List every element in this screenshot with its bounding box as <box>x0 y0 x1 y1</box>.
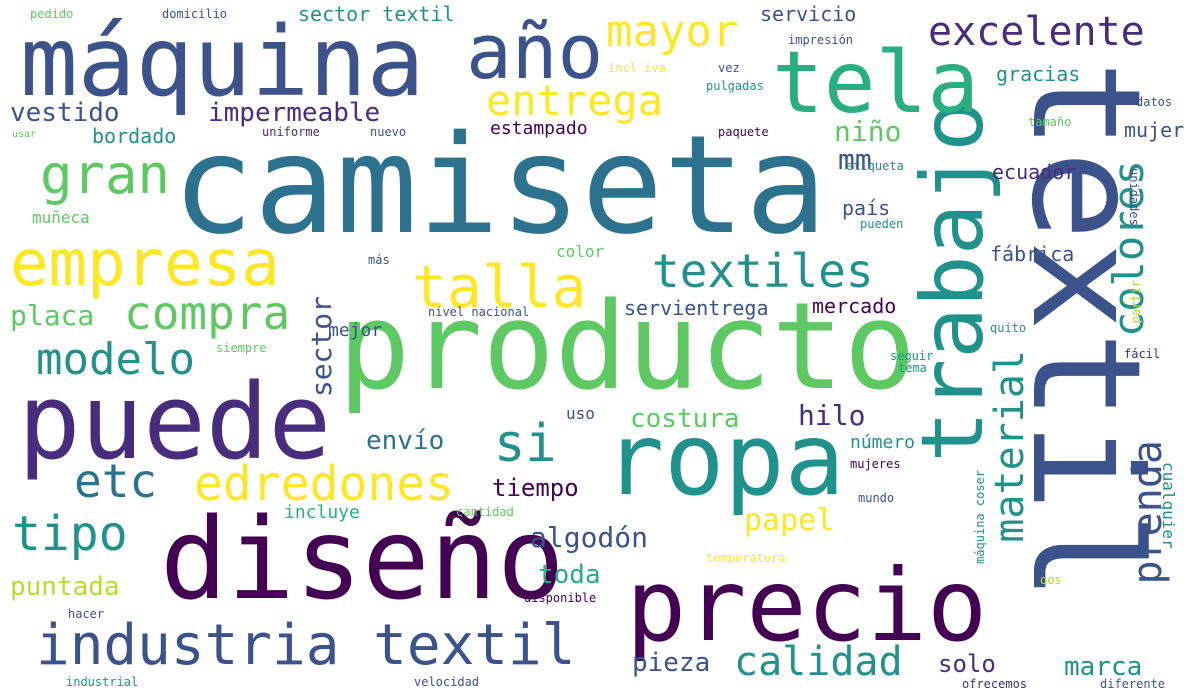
word-ofrecemos: ofrecemos <box>962 677 1028 691</box>
word-gran: gran <box>40 143 171 206</box>
word-toda: toda <box>538 560 601 590</box>
word-trabajo: trabajo <box>903 100 1003 463</box>
word-impermeable: impermeable <box>208 98 381 128</box>
word-color: color <box>556 242 605 261</box>
word-tipo: tipo <box>12 506 128 562</box>
word-datos: datos <box>1136 95 1173 109</box>
word-velocidad: velocidad <box>414 675 480 689</box>
word-incluye: incluye <box>284 502 360 523</box>
word-pieza: pieza <box>632 648 711 678</box>
word-costura: costura <box>630 404 740 434</box>
word-modelo: modelo <box>36 334 195 385</box>
word-servicio: servicio <box>760 2 857 26</box>
word-mujer: mujer <box>1124 118 1185 142</box>
word-etiqueta: etiqueta <box>846 159 904 173</box>
word-excelente: excelente <box>928 9 1145 55</box>
word-pais: país <box>842 196 891 220</box>
word-sector-textil: sector textil <box>298 2 455 26</box>
word-material: material <box>987 350 1033 543</box>
word-siempre: siempre <box>216 341 267 355</box>
word-hilo: hilo <box>798 399 866 432</box>
word-vez: vez <box>718 61 740 75</box>
word-dos: dos <box>1040 573 1062 587</box>
word-si: si <box>494 414 557 474</box>
word-disponible: disponible <box>524 591 597 605</box>
word-partir: partir <box>1129 280 1143 324</box>
word-tamano: tamaño <box>1028 115 1072 129</box>
word-mm: mm <box>838 143 872 176</box>
word-edredones: edredones <box>194 456 455 512</box>
word-camiseta: camiseta <box>172 107 828 265</box>
word-solo: solo <box>938 650 996 678</box>
word-cantidad: cantidad <box>456 505 514 519</box>
word-domicilio: domicilio <box>162 7 228 21</box>
word-nivel-nacional: nivel nacional <box>428 305 530 319</box>
word-paquete: paquete <box>718 125 769 139</box>
word-seguir: seguir <box>890 349 934 363</box>
word-pulgadas: pulgadas <box>706 79 764 93</box>
word-diferente: diferente <box>1100 677 1166 691</box>
word-nuevo: nuevo <box>370 125 407 139</box>
word-mayor: mayor <box>606 6 739 57</box>
word-etc: etc <box>74 454 158 508</box>
word-mercado: mercado <box>812 294 897 318</box>
word-maquina: máquina <box>20 6 425 118</box>
word-quito: quito <box>990 321 1027 335</box>
word-fabrica: fábrica <box>990 242 1075 266</box>
word-ropa: ropa <box>604 401 845 518</box>
word-pedido: pedido <box>30 7 74 21</box>
word-ano: año <box>466 7 604 96</box>
word-mujeres: mujeres <box>850 457 901 471</box>
word-hacer: hacer <box>68 607 105 621</box>
word-estampado: estampado <box>490 118 588 139</box>
word-producto: producto <box>338 278 916 417</box>
word-muneca: muñeca <box>32 208 90 227</box>
word-maquina-coser: máquina coser <box>973 470 987 564</box>
word-puede: puede <box>18 361 332 483</box>
word-puntada: puntada <box>10 572 120 602</box>
word-textiles: textiles <box>652 244 874 298</box>
word-facil: fácil <box>1124 347 1161 361</box>
word-unidades: unidades <box>1127 168 1141 226</box>
word-incl-iva: incl iva <box>608 61 666 75</box>
word-impresion: impresión <box>788 33 854 47</box>
word-cualquier: cualquier <box>1159 462 1178 549</box>
word-industria-textil: industria textil <box>36 613 576 678</box>
word-envio: envío <box>366 426 445 456</box>
word-papel: papel <box>744 503 835 538</box>
word-mejor: mejor <box>328 320 383 341</box>
word-pueden: pueden <box>860 217 904 231</box>
word-marca: marca <box>1064 652 1143 682</box>
word-algodon: algodón <box>530 521 649 554</box>
word-mundo: mundo <box>858 491 895 505</box>
word-bordado: bordado <box>92 124 177 148</box>
word-talla: talla <box>412 253 587 321</box>
word-placa: placa <box>10 299 95 332</box>
word-vestido: vestido <box>10 98 120 128</box>
word-diseno: diseño <box>160 495 565 625</box>
word-ecuador: ecuador <box>992 160 1077 184</box>
word-tiempo: tiempo <box>492 474 579 502</box>
word-mas: más <box>368 253 390 267</box>
word-nino: niño <box>834 115 902 148</box>
word-uso: uso <box>566 404 595 423</box>
word-tela: tela <box>772 33 980 133</box>
word-precio: precio <box>626 547 988 664</box>
word-empresa: empresa <box>10 227 280 301</box>
word-calidad: calidad <box>734 639 903 685</box>
word-gracias: gracias <box>996 62 1081 86</box>
word-usar: usar <box>12 129 37 140</box>
word-entrega: entrega <box>486 76 664 125</box>
word-uniforme: uniforme <box>262 125 320 139</box>
word-tema: tema <box>898 361 927 375</box>
word-industrial: industrial <box>66 675 139 689</box>
word-sector: sector <box>305 296 338 398</box>
word-numero: número <box>850 432 916 453</box>
word-compra: compra <box>124 286 291 340</box>
word-servientrega: servientrega <box>624 296 769 320</box>
word-temperatura: temperatura <box>706 551 786 565</box>
